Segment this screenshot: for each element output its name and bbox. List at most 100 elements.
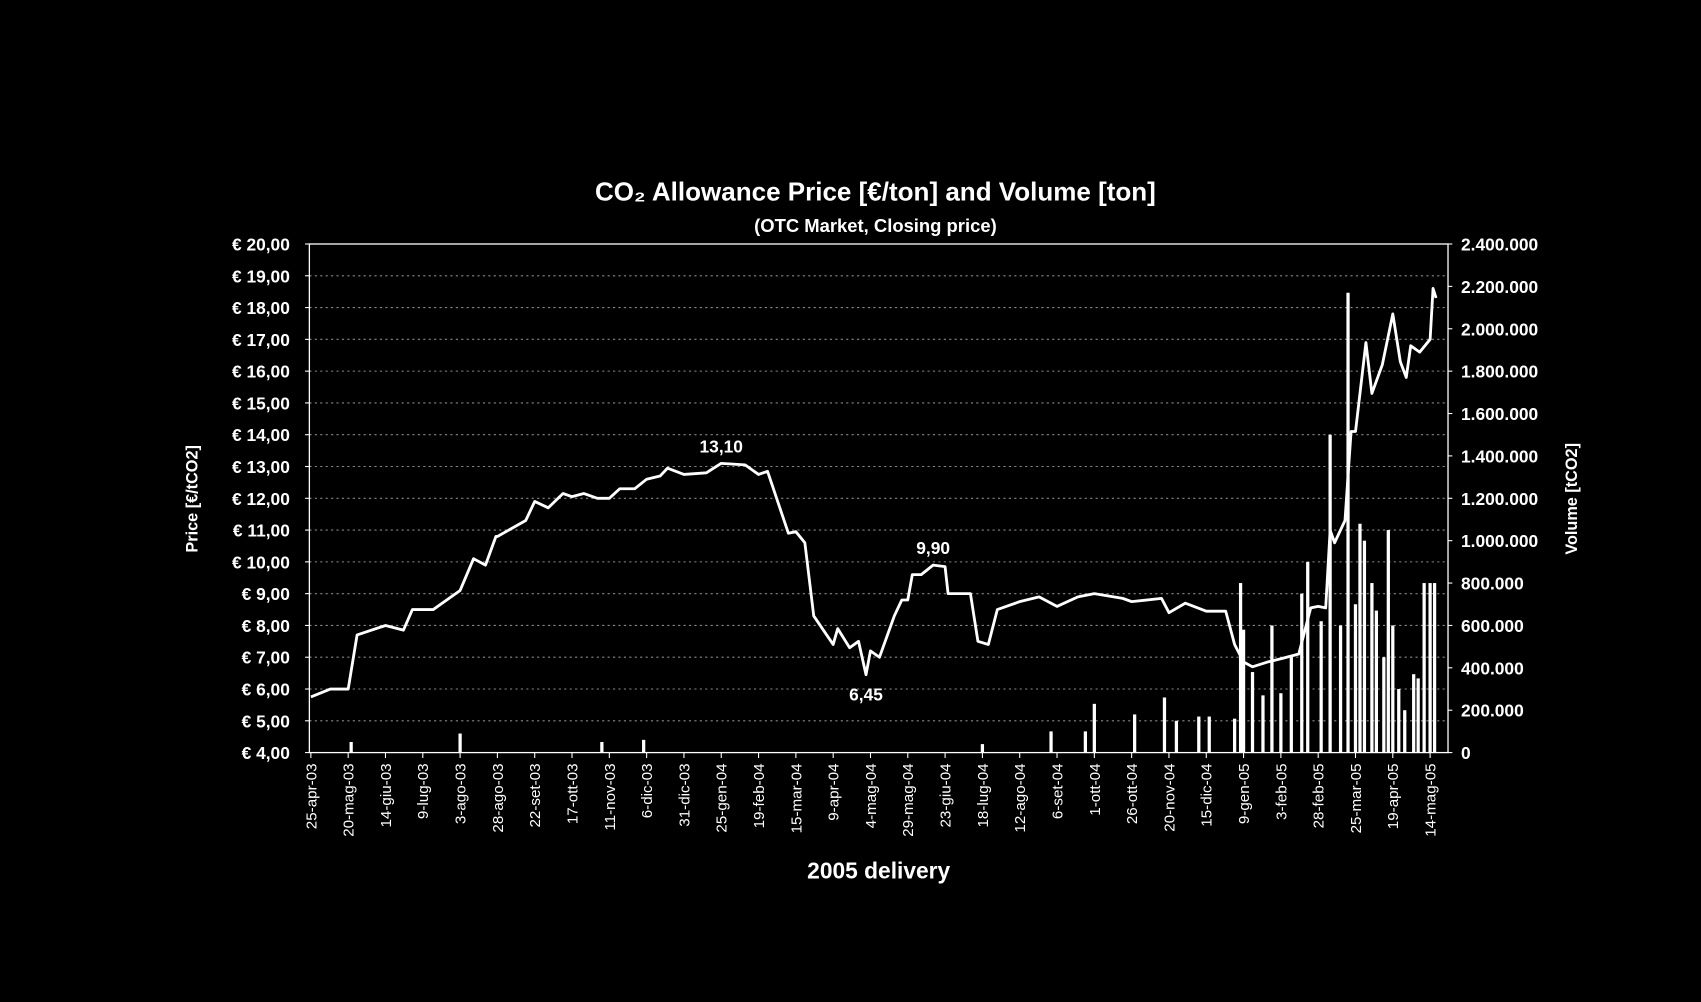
y-tick-label: € 9,00 (242, 584, 290, 604)
y2-tick-label: 200.000 (1461, 701, 1524, 721)
volume-bar (1133, 714, 1137, 753)
volume-bar (1416, 678, 1420, 753)
y2-tick-label: 800.000 (1461, 574, 1524, 594)
y-tick-label: € 5,00 (242, 711, 290, 731)
y-axis-title: Price [€/tCO2] (184, 445, 202, 552)
x-tick-label: 20-nov-04 (1161, 763, 1178, 831)
volume-bar (642, 739, 646, 753)
x-tick-label: 11-nov-03 (602, 763, 619, 830)
y2-tick-label: 1.200.000 (1461, 489, 1538, 509)
x-tick-label: 28-feb-05 (1311, 763, 1328, 828)
x-tick-label: 3-ago-03 (453, 763, 470, 824)
x-tick-label: 20-mag-03 (341, 763, 358, 836)
x-tick-label: 23-giu-04 (938, 763, 955, 827)
volume-bar (1092, 703, 1096, 753)
x-tick-label: 9-lug-03 (415, 763, 432, 819)
x-tick-label: 25-gen-04 (714, 763, 731, 832)
y2-tick-label: 1.400.000 (1461, 446, 1538, 466)
volume-bar (1397, 689, 1401, 753)
y2-tick-label: 600.000 (1461, 616, 1524, 636)
annotation: 6,45 (849, 685, 883, 705)
volume-bar (1250, 672, 1255, 753)
volume-bar (1197, 716, 1201, 753)
x-tick-label: 31-dic-03 (676, 763, 693, 826)
x-tick-label: 22-set-03 (527, 763, 544, 827)
annotation: 13,10 (700, 436, 743, 456)
volume-bar (1428, 583, 1432, 753)
y-tick-label: € 10,00 (232, 552, 290, 572)
volume-bar (980, 744, 985, 753)
x-tick-label: 15-mar-04 (788, 763, 805, 833)
volume-bar (600, 741, 604, 753)
volume-bar (1412, 674, 1416, 753)
x-tick-label: 19-feb-04 (751, 763, 768, 828)
volume-bar (1386, 530, 1390, 753)
x-tick-label: 12-ago-04 (1012, 763, 1029, 832)
volume-bar (1374, 610, 1379, 753)
volume-bar (1353, 604, 1358, 753)
y2-tick-label: 1.800.000 (1461, 362, 1538, 382)
x-tick-label: 15-dic-04 (1199, 763, 1216, 826)
x-tick-label: 6-dic-03 (639, 763, 656, 818)
volume-bar (458, 733, 462, 753)
volume-bar (1391, 625, 1395, 753)
x-tick-label: 19-apr-05 (1385, 763, 1402, 829)
volume-bar (1370, 583, 1374, 753)
y-tick-label: € 13,00 (232, 457, 290, 477)
y2-tick-label: 0 (1461, 743, 1471, 763)
y-tick-label: € 14,00 (232, 425, 290, 445)
y-tick-label: € 4,00 (242, 743, 290, 763)
y2-tick-label: 2.400.000 (1461, 235, 1538, 255)
volume-bar (349, 741, 353, 753)
y-tick-label: € 15,00 (232, 393, 290, 413)
x-tick-label: 9-apr-04 (826, 763, 843, 820)
volume-bar (1338, 625, 1343, 753)
y2-tick-label: 2.200.000 (1461, 277, 1538, 297)
volume-bar (1083, 731, 1088, 753)
volume-bar (1279, 693, 1283, 753)
x-tick-label: 14-giu-03 (378, 763, 395, 827)
volume-bar (1261, 695, 1265, 753)
volume-bar (1232, 718, 1237, 753)
volume-bar (1238, 583, 1243, 753)
y-tick-label: € 11,00 (233, 521, 290, 541)
volume-bar (1306, 561, 1310, 753)
volume-bar (1382, 657, 1386, 753)
x-tick-label: 25-mar-05 (1348, 763, 1365, 833)
y-tick-label: € 19,00 (232, 266, 290, 286)
x-tick-label: 6-set-04 (1049, 763, 1066, 819)
x-tick-label: 3-feb-05 (1273, 763, 1290, 820)
volume-bar (1403, 710, 1407, 753)
x-axis-title: 2005 delivery (807, 857, 950, 883)
y-tick-label: € 20,00 (232, 235, 290, 255)
y2-tick-label: 1.000.000 (1461, 531, 1538, 551)
y2-tick-label: 2.000.000 (1461, 319, 1538, 339)
volume-bar (1241, 629, 1246, 753)
y-tick-label: € 12,00 (232, 489, 290, 509)
y2-axis-title: Volume [tCO2] (1563, 443, 1581, 555)
annotation: 9,90 (916, 538, 950, 558)
x-tick-label: 26-ott-04 (1124, 763, 1141, 824)
volume-bar (1362, 540, 1367, 753)
x-tick-label: 29-mag-04 (900, 763, 917, 836)
x-tick-label: 18-lug-04 (975, 763, 992, 827)
volume-bar (1422, 583, 1426, 753)
y-tick-label: € 18,00 (232, 298, 290, 318)
chart-subtitle: (OTC Market, Closing price) (754, 215, 997, 236)
y-tick-label: € 16,00 (232, 362, 290, 382)
volume-bar (1358, 523, 1362, 753)
x-tick-label: 14-mag-05 (1423, 763, 1440, 836)
volume-bar (1289, 657, 1293, 753)
volume-bar (1328, 434, 1332, 753)
plot-frame (308, 243, 1449, 754)
x-tick-label: 9-gen-05 (1236, 763, 1253, 824)
y-tick-label: € 7,00 (242, 648, 290, 668)
x-tick-label: 17-ott-03 (564, 763, 581, 824)
x-tick-label: 4-mag-04 (863, 763, 880, 828)
volume-bar (1319, 621, 1323, 753)
price-line (310, 287, 1438, 699)
x-tick-label: 28-ago-03 (490, 763, 507, 832)
volume-bar (1162, 697, 1167, 753)
